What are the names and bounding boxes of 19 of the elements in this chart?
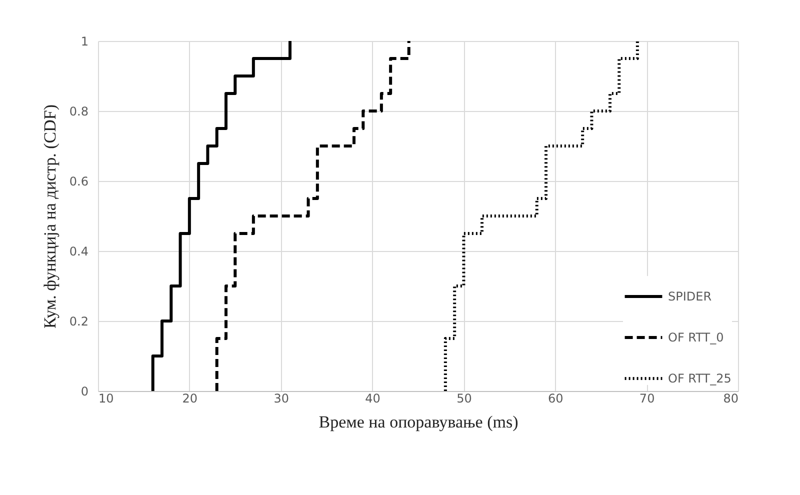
legend-label: SPIDER	[668, 290, 712, 304]
x-tick-label: 50	[456, 392, 472, 406]
legend-label: OF RTT_25	[668, 372, 732, 386]
x-axis-title: Време на опоравување (ms)	[318, 412, 518, 432]
x-tick-label: 20	[182, 392, 198, 406]
y-tick-label: 0.8	[69, 104, 88, 118]
legend-label: OF RTT_0	[668, 330, 724, 344]
x-tick-label: 30	[274, 392, 289, 406]
x-tick-label: 40	[365, 392, 380, 406]
x-tick-label: 10	[98, 392, 114, 406]
y-axis-title: Кум. функција на дистр. (CDF)	[40, 104, 60, 328]
y-tick-label: 0.6	[69, 174, 88, 188]
x-tick-label: 60	[548, 392, 564, 406]
y-tick-label: 1	[80, 34, 88, 48]
y-tick-label: 0	[80, 384, 88, 398]
y-tick-label: 0.4	[69, 244, 88, 258]
y-tick-label: 0.2	[69, 314, 88, 328]
x-tick-label: 80	[723, 392, 738, 406]
x-tick-label: 70	[639, 392, 655, 406]
